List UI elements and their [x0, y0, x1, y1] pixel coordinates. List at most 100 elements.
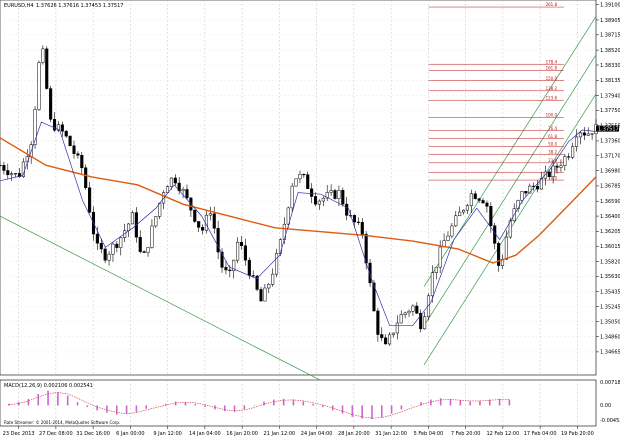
candle-body: [143, 252, 146, 253]
price-tick-label: 1.39100: [600, 2, 620, 8]
macd-bar: [263, 402, 265, 406]
fib-label: 100.0: [546, 113, 558, 118]
candle-body: [451, 226, 454, 236]
price-tick-label: 1.36785: [600, 184, 620, 190]
candle-body: [201, 227, 204, 230]
candle-body: [416, 306, 419, 313]
candle-body: [560, 166, 563, 168]
candle-body: [174, 178, 177, 183]
candle-body: [369, 263, 372, 283]
macd-bar: [194, 404, 196, 406]
candle-body: [404, 313, 407, 315]
candle-body: [14, 173, 17, 174]
candle-body: [505, 237, 508, 259]
candle-body: [447, 236, 450, 241]
candle-body: [6, 170, 9, 174]
macd-bar: [371, 405, 373, 419]
candle-body: [252, 276, 255, 277]
candle-body: [147, 247, 150, 252]
macd-bar: [57, 392, 59, 405]
rate-streamer-text: Rate Streamer: © 2001-2014, MetaQuotes S…: [4, 420, 120, 425]
candle-body: [525, 191, 528, 193]
macd-tick-label: 0.00: [600, 403, 611, 409]
price-tick-label: 1.38905: [600, 18, 620, 24]
candle-body: [69, 136, 72, 146]
candle-body: [314, 196, 317, 204]
candle-body: [458, 212, 461, 216]
candle-body: [61, 125, 64, 131]
candle-body: [357, 222, 360, 223]
fib-label: 150.0: [546, 76, 558, 81]
candle-body: [108, 254, 111, 260]
candle-body: [556, 166, 559, 167]
candle-body: [341, 190, 344, 204]
candle-body: [119, 238, 122, 248]
macd-bar: [106, 405, 108, 412]
candle-body: [435, 267, 438, 273]
time-tick-label: 12 Feb 12:00: [486, 431, 519, 437]
candle-body: [587, 134, 590, 135]
candle-body: [462, 210, 465, 212]
candle-body: [338, 190, 341, 198]
candle-body: [439, 247, 442, 267]
candle-body: [365, 234, 368, 263]
candle-body: [295, 179, 298, 186]
candle-body: [267, 284, 270, 288]
candle-body: [564, 157, 567, 166]
time-tick-label: 28 Jan 20:00: [338, 431, 370, 437]
time-tick-label: 24 Jan 04:00: [301, 431, 333, 437]
candle-body: [264, 288, 267, 301]
fib-label: 38.2: [548, 149, 557, 154]
candle-body: [0, 165, 1, 166]
price-tick-label: 1.35435: [600, 289, 620, 295]
candle-body: [408, 311, 411, 313]
price-tick-label: 1.37170: [600, 154, 620, 160]
candle-body: [431, 273, 434, 296]
candle-body: [81, 155, 84, 168]
macd-bar: [460, 400, 462, 405]
fib-label: 61.8: [548, 134, 557, 139]
price-tick-label: 1.35820: [600, 259, 620, 265]
candle-body: [303, 174, 306, 175]
candle-body: [197, 221, 200, 227]
candle-body: [38, 63, 41, 110]
macd-bar: [244, 405, 246, 409]
time-tick-label: 23 Dec 2013: [3, 431, 35, 437]
candle-body: [392, 333, 395, 335]
time-tick-label: 27 Dec 08:00: [39, 431, 73, 437]
macd-bar: [204, 405, 206, 407]
candle-body: [579, 133, 582, 137]
price-tick-label: 1.36980: [600, 168, 620, 174]
price-tick-label: 1.34860: [600, 334, 620, 340]
macd-bar: [96, 405, 98, 410]
candle-body: [260, 289, 263, 301]
candle-body: [193, 210, 196, 221]
candle-body: [112, 244, 115, 254]
candle-body: [65, 131, 68, 136]
candle-body: [548, 172, 551, 177]
candle-body: [474, 194, 477, 199]
candle-body: [380, 335, 383, 338]
price-tick-label: 1.38135: [600, 78, 620, 84]
macd-bar: [312, 404, 314, 406]
macd-bar: [479, 401, 481, 406]
macd-bar: [420, 402, 422, 405]
current-price-label: 1.37517: [598, 126, 619, 132]
time-tick-label: 6 Jan 00:00: [116, 431, 144, 437]
candle-body: [244, 246, 247, 260]
price-tick-label: 1.35630: [600, 274, 620, 280]
candle-body: [478, 199, 481, 201]
candle-body: [353, 215, 356, 222]
candle-body: [100, 243, 103, 249]
time-tick-label: 31 Jan 12:00: [375, 431, 407, 437]
time-tick-label: 7 Feb 20:00: [451, 431, 481, 437]
chart-symbol: EURUSD,H4: [4, 3, 34, 9]
time-tick-label: 14 Jan 04:00: [189, 431, 221, 437]
candle-body: [384, 338, 387, 344]
macd-bar: [352, 405, 354, 416]
candle-body: [482, 200, 485, 203]
candle-body: [412, 306, 415, 311]
macd-bar: [136, 405, 138, 412]
candle-body: [486, 203, 489, 206]
